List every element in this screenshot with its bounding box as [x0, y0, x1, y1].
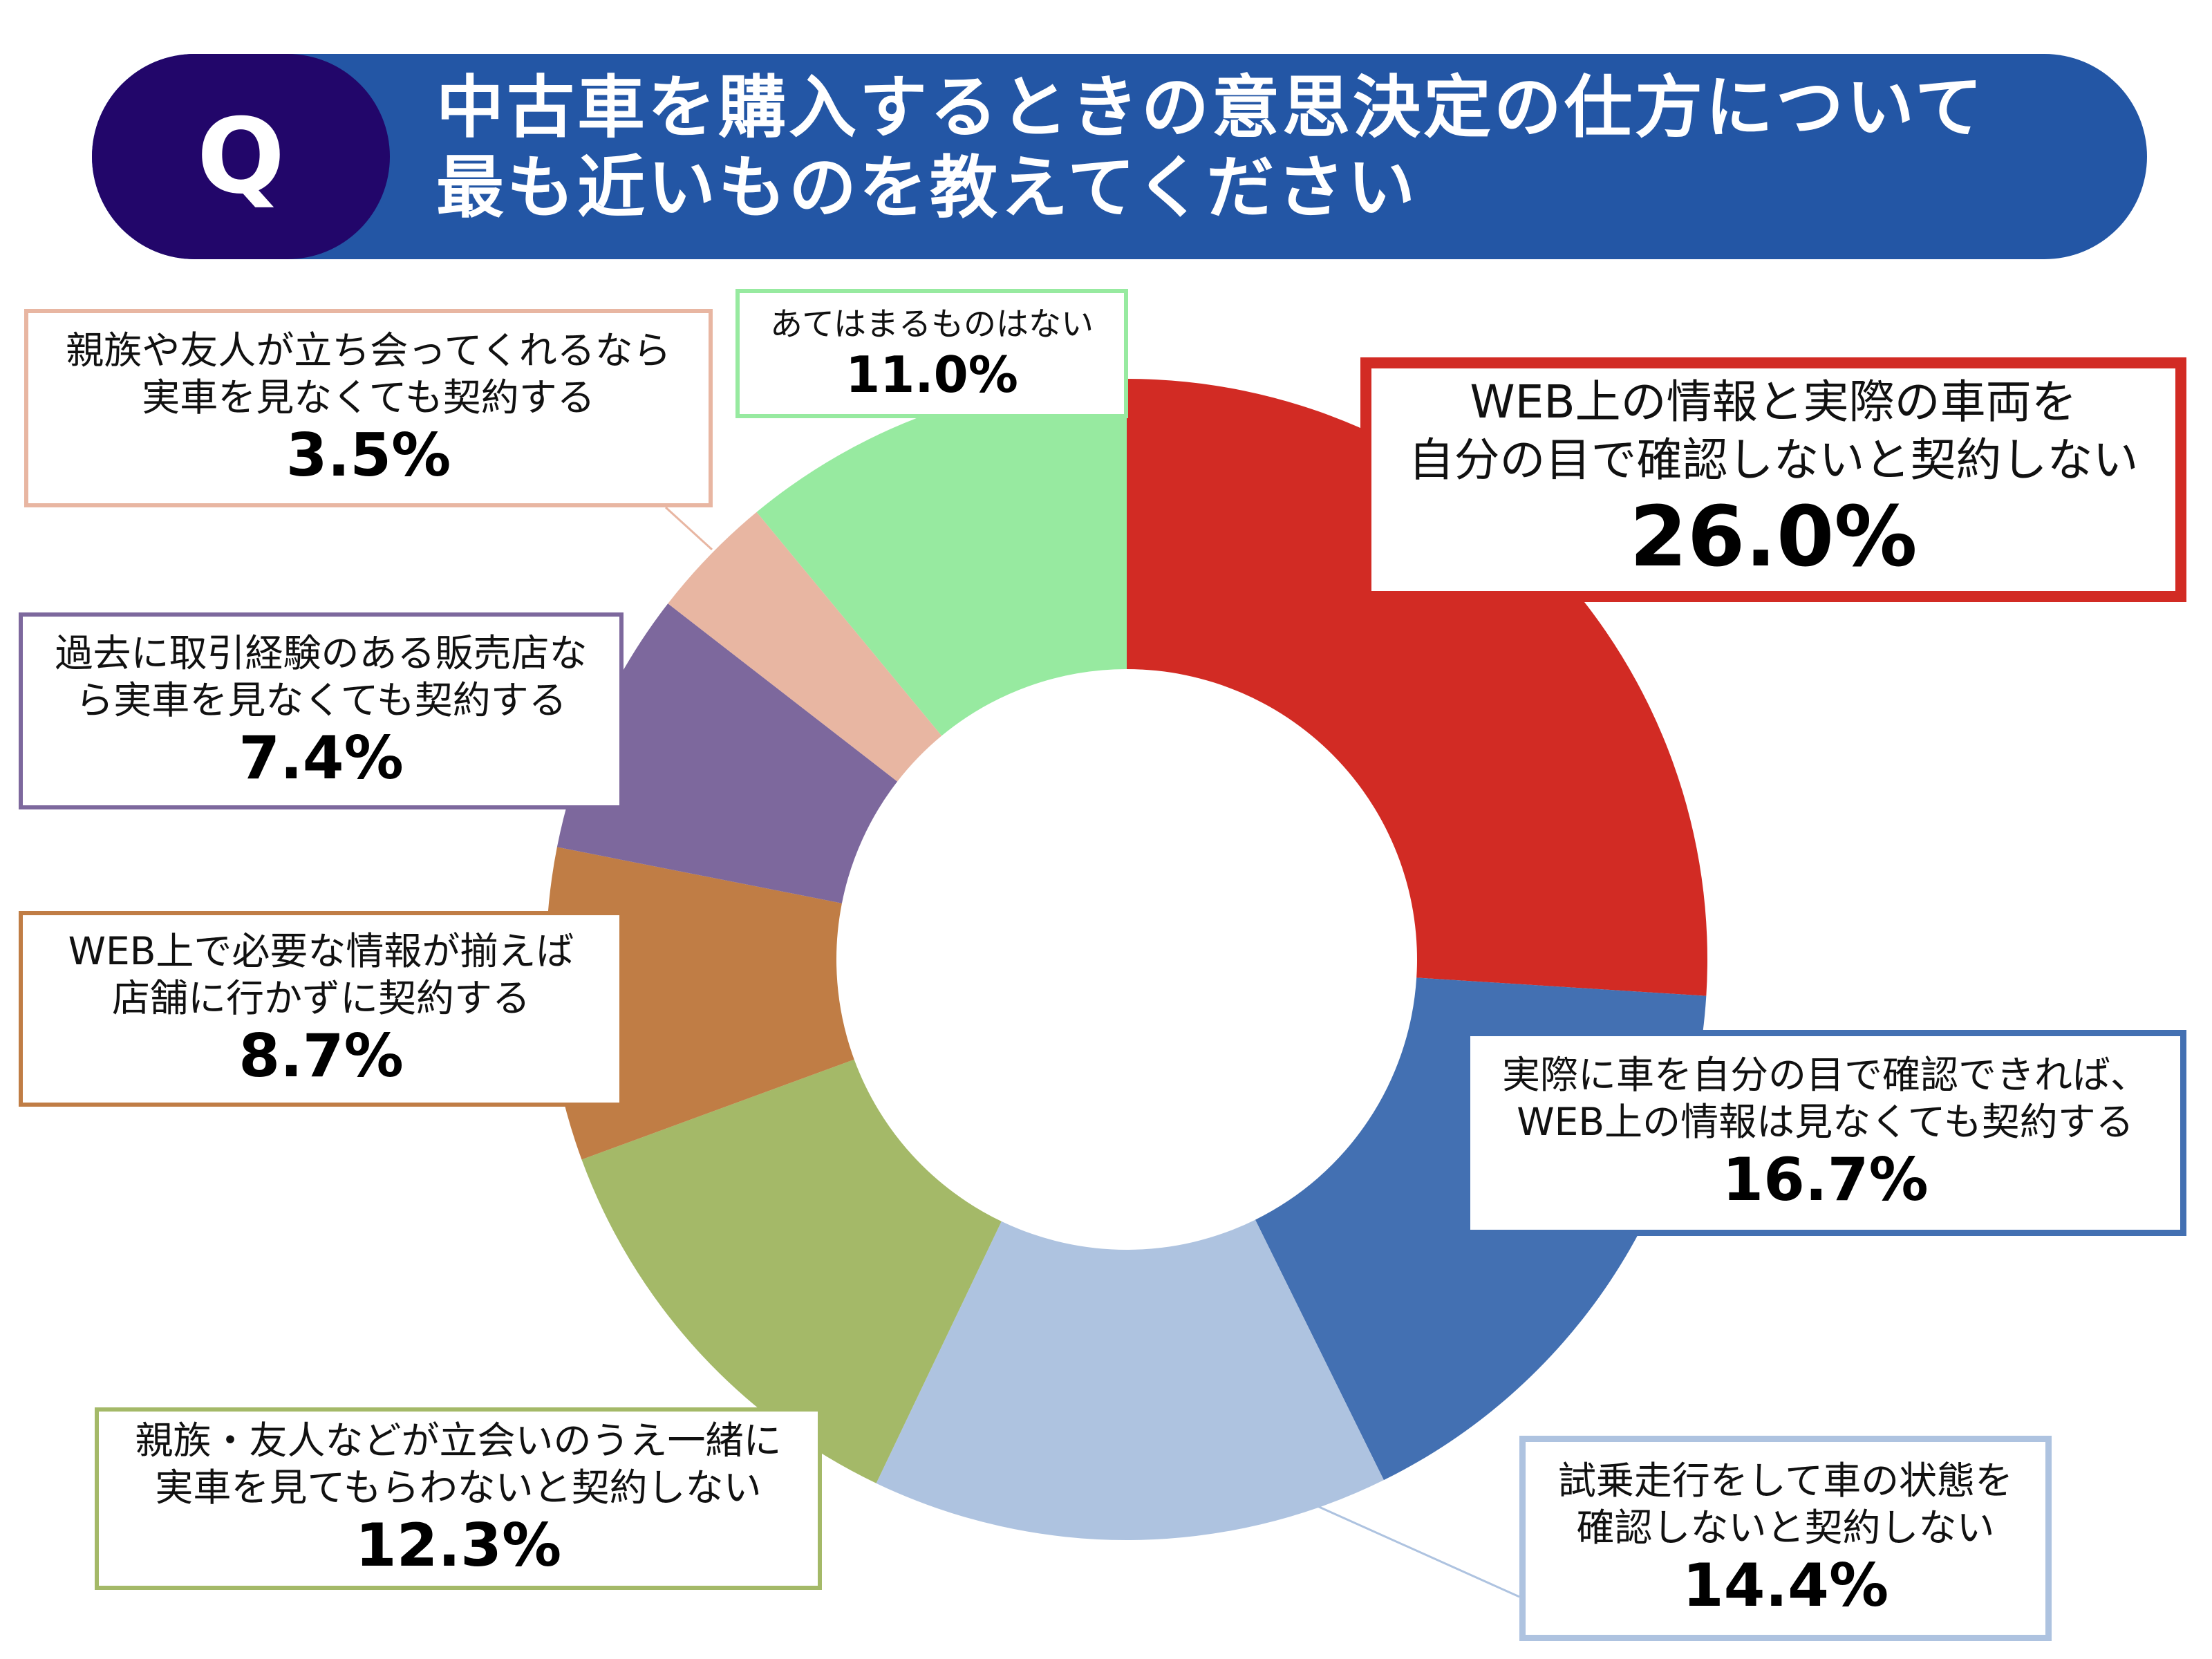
donut-slice-7: [756, 379, 1127, 736]
slice-label: 実際に車を自分の目で確認できれば、 WEB上の情報は見なくても契約する: [1501, 1053, 2148, 1144]
slice-label: 親族・友人などが立会いのうえ一緒に 実車を見てもらわないと契約しない: [135, 1418, 782, 1510]
slice-label: 試乗走行をして車の状態を 確認しないと契約しない: [1557, 1458, 2014, 1550]
donut-slice-6: [668, 512, 942, 782]
label-box-8-7: WEB上で必要な情報が揃えば 店舗に行かずに契約する 8.7%: [19, 911, 624, 1107]
question-title: 中古車を購入するときの意思決定の仕方について 最も近いものを教えてください: [436, 68, 1985, 228]
slice-value: 7.4%: [238, 723, 404, 793]
question-banner: [92, 54, 2147, 259]
label-box-11-0: あてはまるものはない 11.0%: [735, 289, 1128, 418]
leader-line-3-5: [664, 506, 713, 551]
label-box-3-5: 親族や友人が立ち会ってくれるなら 実車を見なくても契約する 3.5%: [24, 309, 713, 507]
donut-slice-3: [581, 1059, 1002, 1483]
label-box-26-0: WEB上の情報と実際の車両を 自分の目で確認しないと契約しない 26.0%: [1360, 357, 2186, 602]
slice-label: 過去に取引経験のある販売店な ら実車を見なくても契約する: [55, 630, 588, 722]
slice-value: 14.4%: [1682, 1550, 1889, 1620]
label-box-14-4: 試乗走行をして車の状態を 確認しないと契約しない 14.4%: [1519, 1436, 2052, 1641]
title-line-2: 最も近いものを教えてください: [436, 149, 1418, 227]
leader-line-14-4: [1317, 1505, 1520, 1598]
donut-slice-0: [1127, 379, 1707, 996]
slice-value: 16.7%: [1722, 1145, 1929, 1215]
slice-label: 親族や友人が立ち会ってくれるなら 実車を見なくても契約する: [66, 328, 671, 420]
q-badge: Q: [92, 54, 390, 259]
slice-value: 26.0%: [1629, 489, 1918, 585]
slice-value: 11.0%: [845, 345, 1018, 404]
slice-label: WEB上で必要な情報が揃えば 店舗に行かずに契約する: [68, 928, 574, 1020]
slice-label: WEB上の情報と実際の車両を 自分の目で確認しないと契約しない: [1408, 375, 2139, 487]
slice-value: 12.3%: [355, 1511, 562, 1580]
donut-slice-2: [876, 1219, 1384, 1540]
slice-value: 8.7%: [238, 1021, 404, 1091]
slice-value: 3.5%: [285, 420, 451, 490]
donut-slice-5: [556, 603, 898, 903]
slice-label: あてはまるものはない: [769, 305, 1094, 344]
label-box-12-3: 親族・友人などが立会いのうえ一緒に 実車を見てもらわないと契約しない 12.3%: [95, 1407, 822, 1590]
title-line-1: 中古車を購入するときの意思決定の仕方について: [436, 68, 1986, 147]
label-box-16-7: 実際に車を自分の目で確認できれば、 WEB上の情報は見なくても契約する 16.7…: [1464, 1030, 2186, 1236]
label-box-7-4: 過去に取引経験のある販売店な ら実車を見なくても契約する 7.4%: [19, 612, 624, 809]
